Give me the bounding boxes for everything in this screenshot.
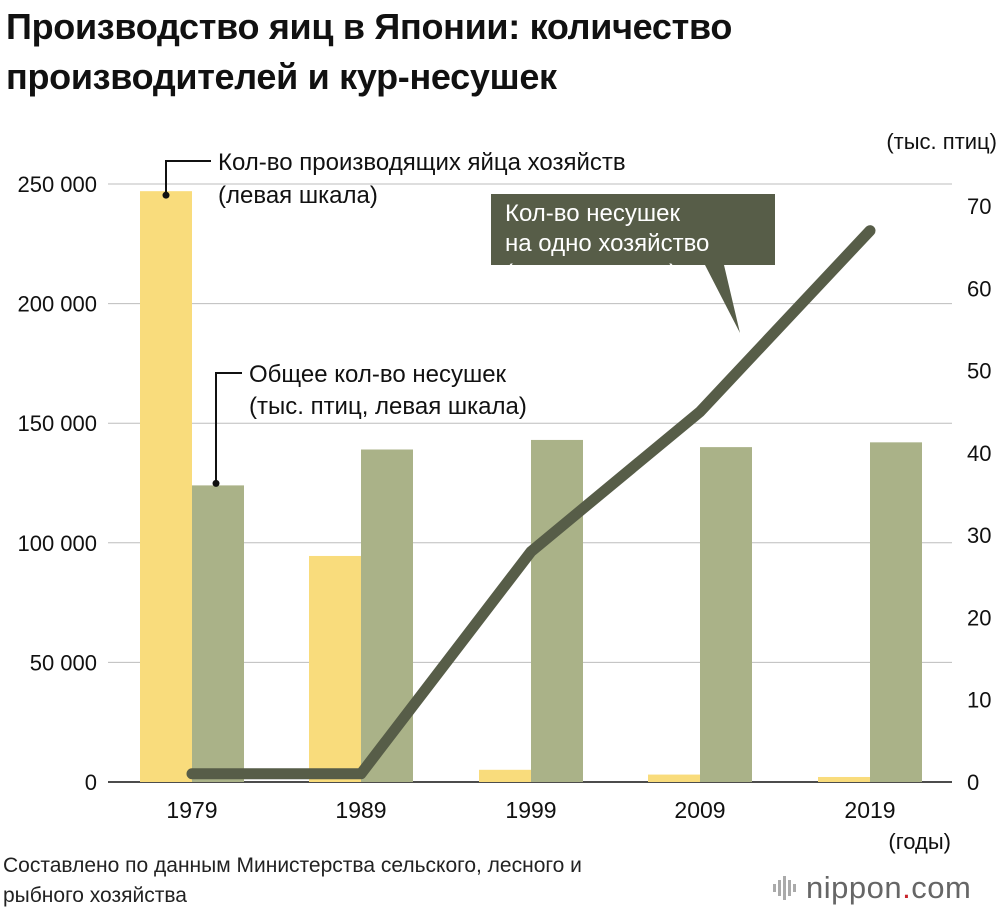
bar-hens-2009	[700, 447, 752, 782]
source-note: Составлено по данным Министерства сельск…	[3, 851, 582, 911]
left-tick-label: 200 000	[17, 292, 97, 317]
annotation-farms-line2: (левая шкала)	[218, 182, 378, 209]
bar-farms-1989	[309, 555, 361, 782]
bar-hens-1979	[192, 485, 244, 782]
line-point-1999	[530, 551, 532, 553]
x-tick-label: 1989	[335, 797, 386, 823]
left-tick-label: 100 000	[17, 531, 97, 556]
logo-text-dot: .	[902, 870, 912, 905]
annotation-farms-line1: Кол-во производящих яйца хозяйств	[218, 149, 626, 176]
bar-hens-2019	[870, 442, 922, 782]
x-axis-unit-label: (годы)	[888, 829, 951, 854]
bar-hens-1999	[531, 439, 583, 782]
source-line2: рыбного хозяйства	[3, 884, 187, 907]
source-line1: Составлено по данным Министерства сельск…	[3, 854, 582, 877]
logo-bars-icon	[773, 876, 796, 900]
annotation-leader-hens	[215, 372, 242, 484]
right-tick-label: 20	[967, 605, 991, 630]
annotation-line-line1: Кол-во несушек	[505, 200, 680, 227]
x-tick-label: 1979	[166, 797, 217, 823]
line-point-2019	[869, 230, 871, 232]
annotation-line-line3: (правая шкала)	[505, 260, 677, 287]
chart-title: Производство яиц в Японии: количество пр…	[6, 2, 986, 102]
bar-hens-1989	[361, 449, 413, 782]
left-tick-label: 150 000	[17, 411, 97, 436]
bar-farms-2009	[648, 774, 700, 782]
right-axis-unit-label: (тыс. птиц)	[886, 129, 997, 154]
right-tick-label: 30	[967, 523, 991, 548]
right-tick-label: 60	[967, 276, 991, 301]
line-point-1989	[360, 773, 362, 775]
annotation-line-line2: на одно хозяйство	[505, 230, 709, 257]
annotation-hens-line2: (тыс. птиц, левая шкала)	[249, 393, 527, 420]
bar-farms-2019	[818, 776, 870, 782]
line-point-1979	[191, 773, 193, 775]
left-tick-label: 250 000	[17, 172, 97, 197]
logo-text: nippon.com	[806, 870, 971, 906]
nippon-logo: nippon.com	[772, 868, 971, 908]
left-tick-label: 0	[85, 770, 97, 795]
line-point-2009	[699, 411, 701, 413]
chart-title-line1: Производство яиц в Японии: количество	[6, 6, 733, 47]
right-tick-label: 0	[967, 770, 979, 795]
annotation-leader-farms	[165, 160, 211, 196]
chart-title-line2: производителей и кур-несушек	[6, 56, 557, 97]
logo-text-tld: com	[911, 870, 972, 905]
x-tick-label: 2019	[844, 797, 895, 823]
x-tick-label: 1999	[505, 797, 556, 823]
bar-farms-1999	[479, 769, 531, 782]
right-tick-label: 10	[967, 688, 991, 713]
left-tick-label: 50 000	[30, 650, 97, 675]
logo-text-main: nippon	[806, 870, 903, 905]
annotation-hens-line1: Общее кол-во несушек	[249, 361, 507, 388]
x-tick-label: 2009	[674, 797, 725, 823]
right-tick-label: 70	[967, 194, 991, 219]
right-tick-label: 40	[967, 441, 991, 466]
bar-farms-1979	[140, 191, 192, 782]
right-tick-label: 50	[967, 359, 991, 384]
annotation-callout-box	[491, 194, 775, 333]
